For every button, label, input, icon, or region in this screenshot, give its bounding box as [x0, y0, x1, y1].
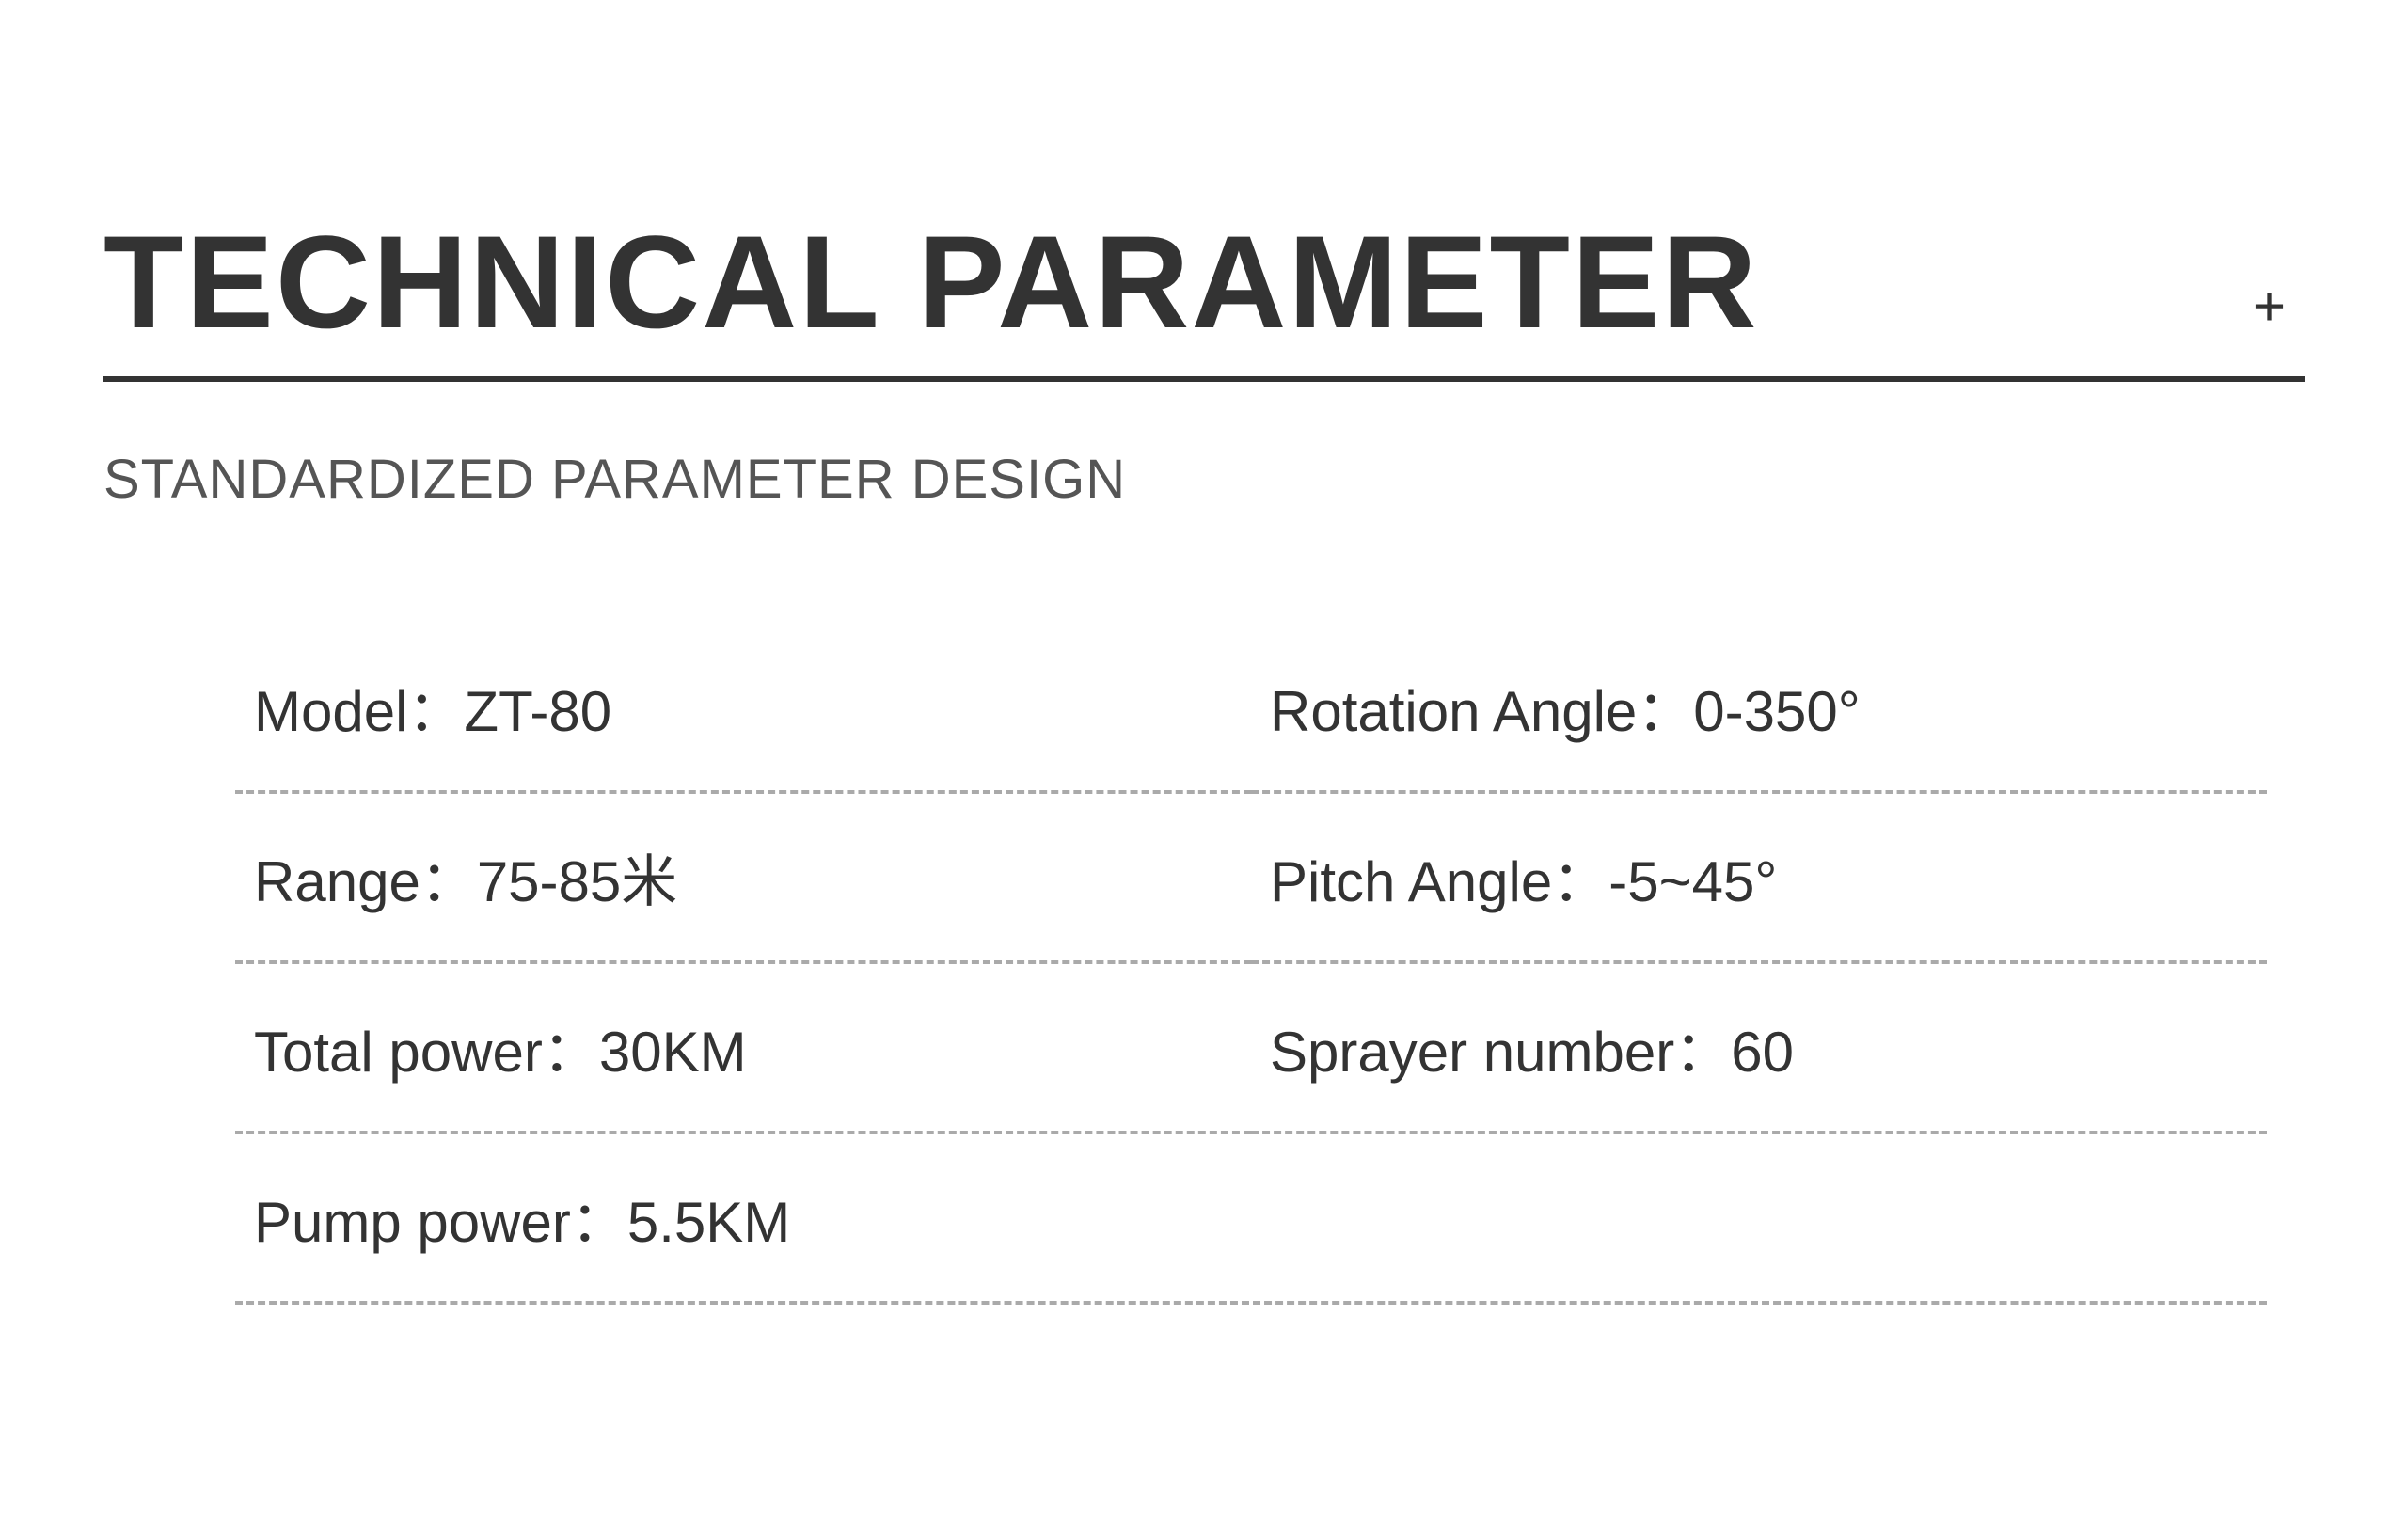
param-value: ZT-80 [464, 680, 611, 743]
param-value: 60 [1731, 1021, 1794, 1084]
param-rotation-angle: Rotation Angle：0-350° [1251, 624, 2267, 794]
subtitle: STANDARDIZED PARAMETER DESIGN [103, 448, 2305, 511]
param-value: 75-85米 [477, 850, 677, 913]
param-label: Pitch Angle： [1270, 850, 1608, 913]
param-label: Rotation Angle： [1270, 680, 1693, 743]
param-model: Model：ZT-80 [235, 624, 1251, 794]
param-label: Total power： [254, 1021, 599, 1084]
param-value: 0-350° [1693, 680, 1860, 743]
param-label: Pump power： [254, 1191, 627, 1254]
title-divider [103, 376, 2305, 382]
param-value: 5.5KM [627, 1191, 790, 1254]
param-sprayer-number: Sprayer number：60 [1251, 964, 2267, 1134]
param-label: Model： [254, 680, 464, 743]
param-total-power: Total power：30KM [235, 964, 1251, 1134]
param-range: Range：75-85米 [235, 794, 1251, 964]
param-pitch-angle: Pitch Angle：-5~45° [1251, 794, 2267, 964]
param-label: Sprayer number： [1270, 1021, 1731, 1084]
plus-icon: + [2253, 274, 2305, 348]
params-grid: Model：ZT-80 Rotation Angle：0-350° Range：… [103, 624, 2305, 1305]
param-value: 30KM [599, 1021, 747, 1084]
param-value: -5~45° [1608, 850, 1777, 913]
param-label: Range： [254, 850, 477, 913]
page-title: TECHNICAL PARAMETER [103, 216, 1759, 348]
param-pump-power: Pump power：5.5KM [235, 1134, 2267, 1305]
header-row: TECHNICAL PARAMETER + [103, 216, 2305, 376]
